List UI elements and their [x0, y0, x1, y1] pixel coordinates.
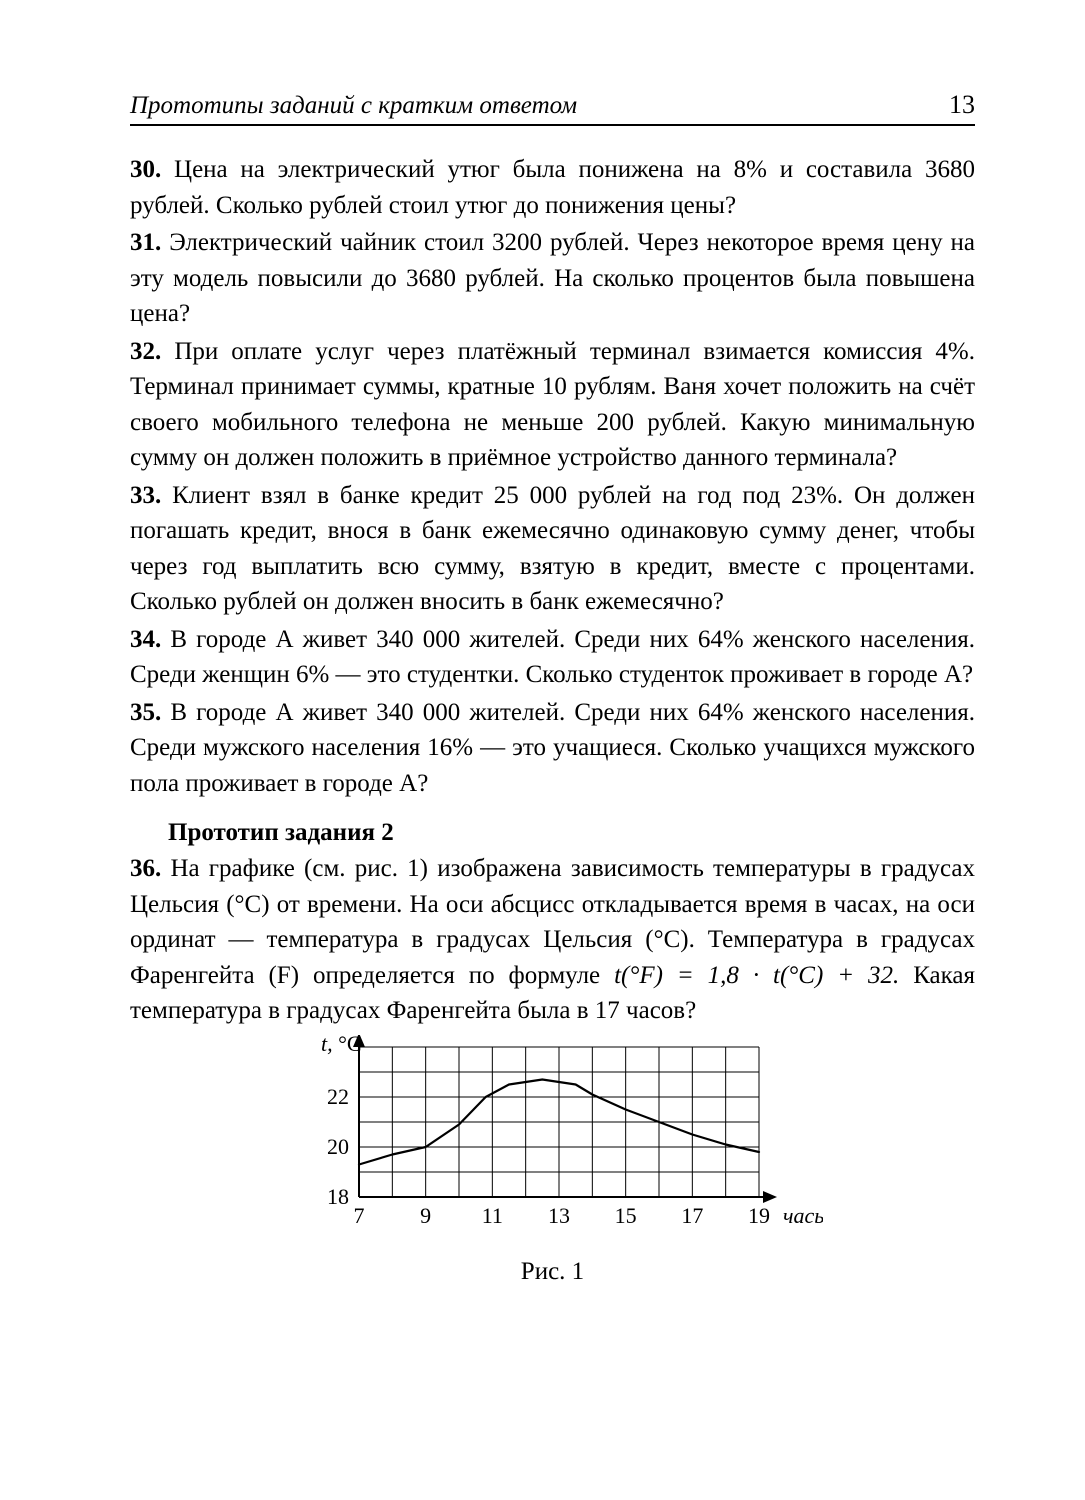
page-number: 13: [949, 90, 975, 120]
problem-number: 30.: [130, 156, 161, 183]
svg-text:20: 20: [327, 1134, 349, 1159]
svg-text:7: 7: [353, 1203, 364, 1228]
problem-number: 35.: [130, 699, 161, 726]
problem-text: В городе А живет 340 000 жителей. Среди …: [130, 626, 975, 689]
problems-list: 30. Цена на электрический утюг была пони…: [130, 152, 975, 801]
problem-text: Электрический чайник стоил 3200 рублей. …: [130, 229, 975, 327]
problem-number: 31.: [130, 229, 161, 256]
header-title: Прототипы заданий с кратким ответом: [130, 92, 577, 120]
problem-number: 33.: [130, 482, 161, 509]
svg-text:19: 19: [748, 1203, 770, 1228]
problem-formula: t(°F) = 1,8 · t(°C) + 32.: [614, 962, 899, 989]
svg-text:15: 15: [614, 1203, 636, 1228]
problem: 33. Клиент взял в банке кредит 25 000 ру…: [130, 478, 975, 620]
svg-text:t, °C: t, °C: [321, 1035, 362, 1056]
problem: 32. При оплате услуг через платёжный тер…: [130, 334, 975, 476]
line-chart: 18 20 22 7 9 11 13 15 17 19 t, °C часы: [283, 1035, 823, 1245]
chart-figure: 18 20 22 7 9 11 13 15 17 19 t, °C часы Рис. 1: [130, 1035, 975, 1286]
svg-text:13: 13: [548, 1203, 570, 1228]
problem: 30. Цена на электрический утюг была пони…: [130, 152, 975, 223]
problem-number: 34.: [130, 626, 161, 653]
problem-36: 36. На графике (см. рис. 1) изображена з…: [130, 851, 975, 1029]
problem-text: При оплате услуг через платёжный термина…: [130, 338, 975, 472]
problem-text: В городе А живет 340 000 жителей. Среди …: [130, 699, 975, 797]
problem-number: 36.: [130, 855, 161, 882]
page-header: Прототипы заданий с кратким ответом 13: [130, 90, 975, 126]
section-title: Прототип задания 2: [130, 819, 975, 847]
svg-text:9: 9: [420, 1203, 431, 1228]
problem-text: Клиент взял в банке кредит 25 000 рублей…: [130, 482, 975, 616]
problem: 34. В городе А живет 340 000 жителей. Ср…: [130, 622, 975, 693]
svg-text:17: 17: [681, 1203, 703, 1228]
problem: 31. Электрический чайник стоил 3200 рубл…: [130, 225, 975, 332]
svg-text:часы: часы: [783, 1203, 823, 1228]
svg-text:18: 18: [327, 1184, 349, 1209]
problem: 35. В городе А живет 340 000 жителей. Ср…: [130, 695, 975, 802]
svg-text:11: 11: [481, 1203, 502, 1228]
svg-text:22: 22: [327, 1084, 349, 1109]
problem-number: 32.: [130, 338, 161, 365]
chart-caption: Рис. 1: [130, 1258, 975, 1286]
problem-text: Цена на электрический утюг была понижена…: [130, 156, 975, 219]
